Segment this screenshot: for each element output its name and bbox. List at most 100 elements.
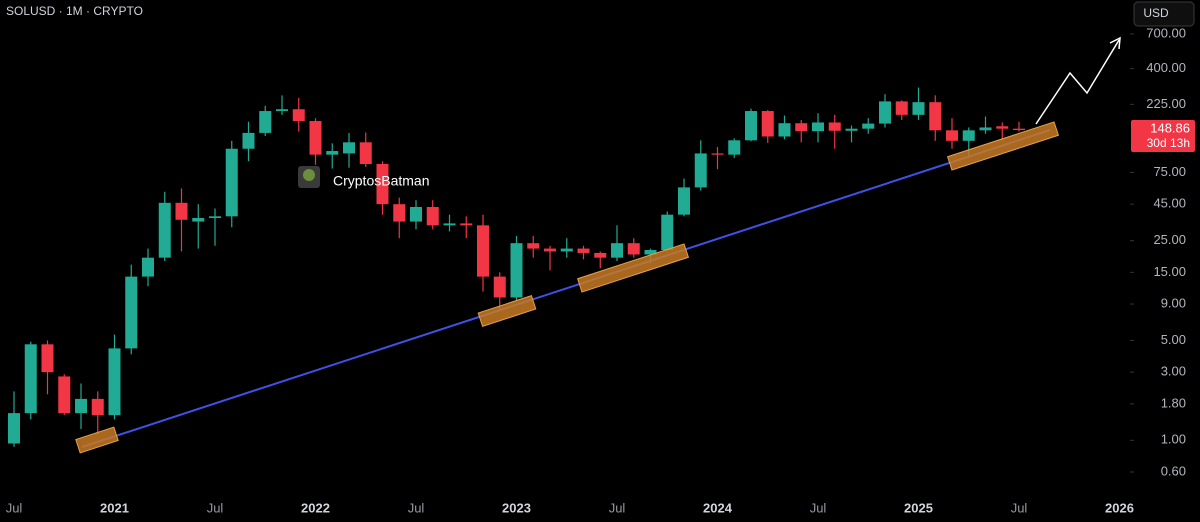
highlight-box	[946, 121, 1060, 171]
x-tick-label: Jul	[609, 500, 626, 515]
x-tick-label: Jul	[408, 500, 425, 515]
y-tick-label: 45.00	[1153, 196, 1186, 211]
y-tick-label: 9.00	[1161, 295, 1186, 310]
candle-body	[125, 276, 138, 349]
candle-body	[577, 248, 590, 253]
x-tick-label: Jul	[207, 500, 224, 515]
x-tick-label: 2023	[502, 500, 531, 515]
candle-body	[929, 102, 942, 131]
arrow-head	[1109, 36, 1121, 50]
candle-body	[393, 204, 406, 222]
x-tick-label: 2024	[703, 500, 733, 515]
candle-body	[376, 164, 389, 205]
y-tick-label: 0.60	[1161, 463, 1186, 478]
candle-body	[24, 344, 37, 414]
candle-body	[611, 243, 623, 258]
candle-body	[460, 223, 473, 226]
y-tick-label: 5.00	[1161, 332, 1186, 347]
candle-body	[862, 123, 875, 129]
candle-body	[225, 148, 238, 217]
candle-body	[276, 109, 288, 112]
projection-arrow	[1035, 39, 1120, 125]
candle-body	[694, 153, 707, 188]
candle-body	[309, 121, 322, 155]
candle-body	[527, 243, 540, 249]
highlight-box	[75, 426, 119, 454]
avatar-face	[303, 169, 315, 181]
candle-body	[242, 132, 255, 149]
x-tick-label: 2022	[301, 500, 330, 515]
annotation-text: CryptosBatman	[333, 173, 429, 189]
candle-body	[359, 142, 372, 165]
x-tick-label: 2026	[1105, 500, 1134, 515]
candle-body	[879, 101, 891, 124]
currency-label[interactable]: USD	[1143, 6, 1169, 20]
candle-body	[845, 128, 858, 131]
candle-body	[41, 344, 54, 373]
y-tick-label: 225.00	[1146, 96, 1186, 111]
y-tick-label: 25.00	[1153, 232, 1186, 247]
candle-body	[75, 398, 87, 414]
candle-body	[895, 101, 908, 115]
x-tick-label: Jul	[1011, 500, 1028, 515]
candle-body	[812, 122, 824, 132]
candle-body	[644, 249, 657, 255]
candle-body	[828, 122, 841, 131]
candle-body	[410, 207, 422, 222]
y-tick-label: 3.00	[1161, 364, 1186, 379]
plot-area	[8, 87, 1025, 447]
x-tick-label: 2025	[904, 500, 933, 515]
annotation: CryptosBatman	[298, 166, 429, 189]
countdown-label: 30d 13h	[1147, 136, 1190, 150]
axes: 0.60 1.00 1.80 3.00 5.00 9.00 15.00 25.00 45.00 7…	[6, 25, 1195, 515]
candle-body	[493, 276, 506, 298]
candle-body	[661, 214, 674, 250]
candle-body	[259, 111, 272, 133]
y-tick-label: 1.80	[1161, 395, 1186, 410]
candle-body	[979, 127, 992, 131]
candle-body	[795, 123, 808, 132]
y-tick-label: 75.00	[1153, 164, 1186, 179]
candle-body	[209, 216, 221, 219]
candle-body	[778, 123, 791, 137]
candle-body	[761, 111, 774, 137]
currency-button[interactable]: USD	[1133, 1, 1195, 27]
candle-body	[326, 151, 339, 155]
highlight-box	[477, 295, 537, 327]
candle-body	[996, 126, 1009, 129]
candle-body	[192, 218, 205, 222]
price-label-bg	[1131, 119, 1195, 152]
y-tick-label: 1.00	[1161, 432, 1186, 447]
candle-body	[142, 257, 154, 277]
y-tick-label: 15.00	[1153, 264, 1186, 279]
candle-body	[108, 348, 121, 416]
candle-body	[627, 243, 640, 255]
candle-body	[544, 248, 556, 252]
candle-body	[8, 413, 20, 444]
price-label: 148.86	[1150, 120, 1190, 135]
candle-body	[728, 140, 741, 155]
candle-body	[594, 252, 607, 258]
x-tick-label: Jul	[810, 500, 827, 515]
currency-button-frame[interactable]	[1133, 1, 1195, 27]
y-tick-label: 400.00	[1146, 60, 1186, 75]
candle-body	[1013, 128, 1025, 130]
drawings	[75, 36, 1121, 454]
x-tick-label: Jul	[6, 500, 23, 515]
candle-body	[745, 111, 757, 141]
candle-body	[292, 109, 305, 122]
candle-body	[175, 202, 188, 220]
candle-body	[477, 225, 489, 277]
highlight-box	[576, 243, 690, 293]
y-tick-label: 700.00	[1146, 25, 1186, 40]
candle-body	[426, 207, 439, 226]
candle-body	[91, 398, 104, 416]
candle-body	[678, 187, 690, 215]
candle-body	[158, 202, 171, 258]
candle-body	[58, 376, 71, 414]
candle-body	[560, 248, 573, 252]
x-tick-label: 2021	[100, 500, 129, 515]
candle-body	[510, 243, 523, 298]
